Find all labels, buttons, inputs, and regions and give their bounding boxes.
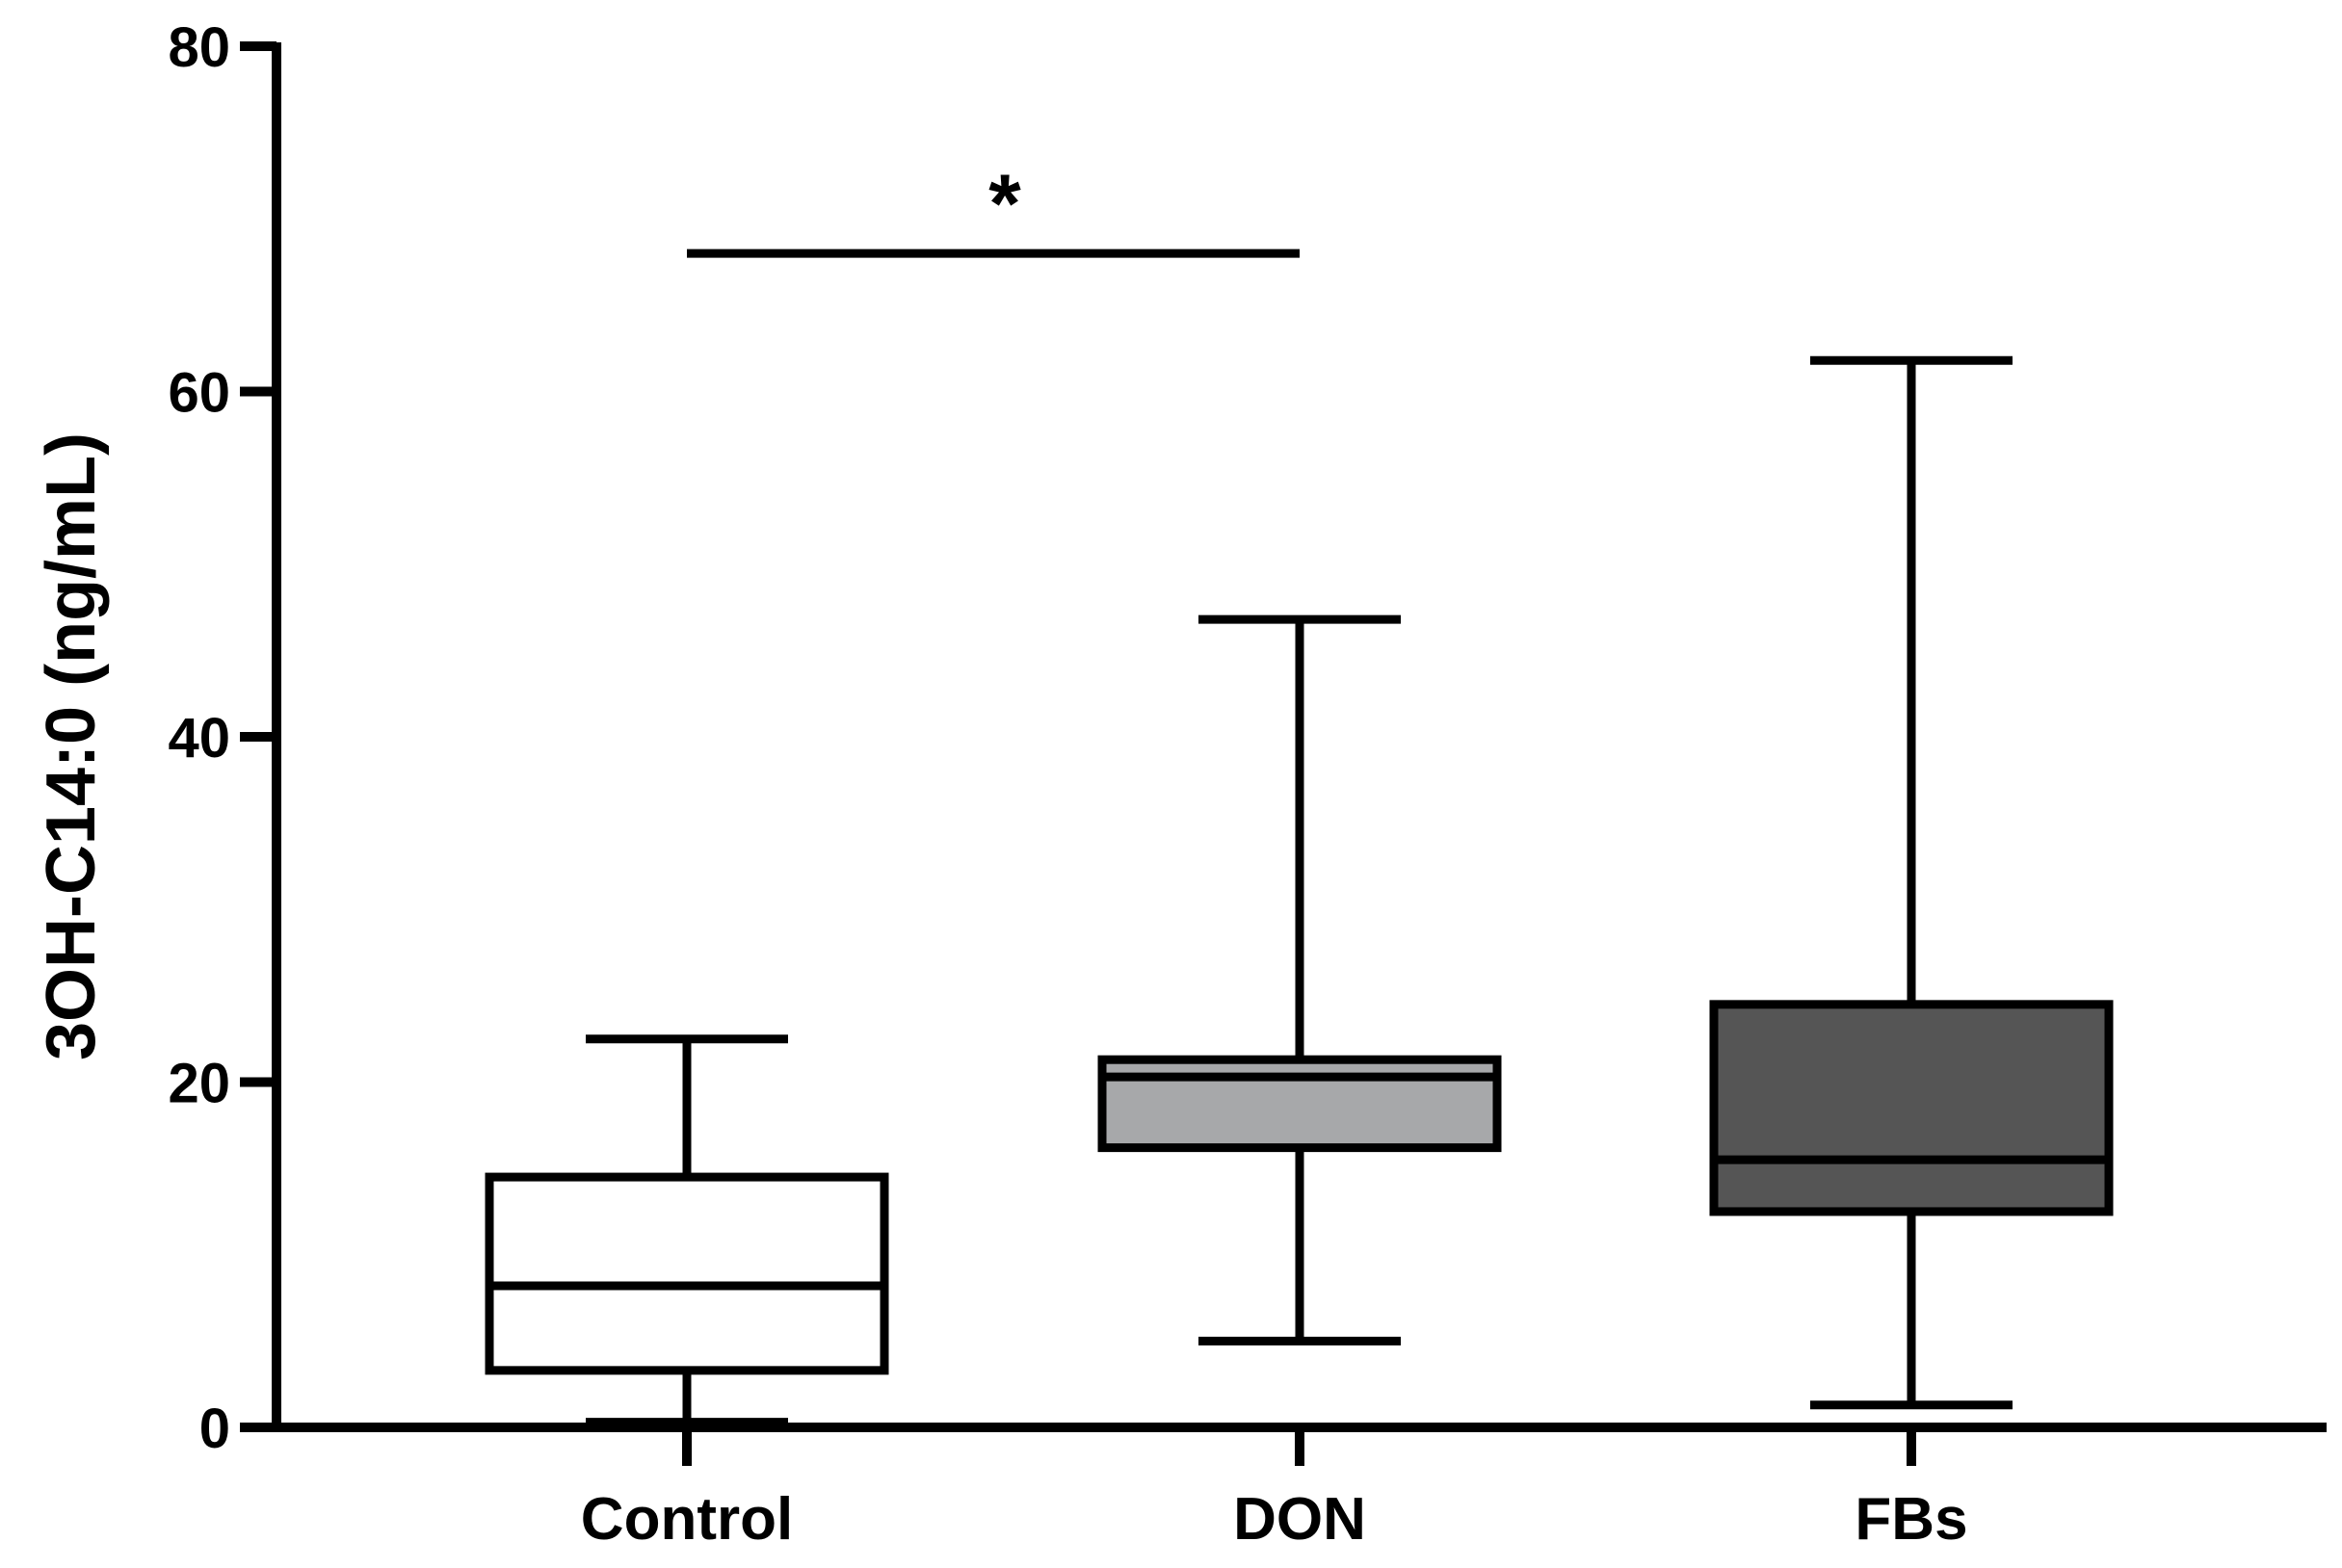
y-axis: 0 20 40 60 80 — [168, 16, 281, 1460]
y-tick-label: 20 — [168, 1053, 230, 1115]
box-control — [485, 1034, 889, 1427]
y-tick-label: 80 — [168, 16, 230, 79]
iqr-box — [485, 1172, 889, 1375]
x-tick-label: DON — [1233, 1486, 1366, 1553]
y-tick-label: 40 — [168, 707, 230, 770]
annotations: * — [687, 158, 1300, 258]
iqr-box — [1709, 1000, 2114, 1216]
y-axis-label: 3OH-C14:0 (ng/mL) — [33, 432, 110, 1060]
x-tick-label: FBs — [1855, 1486, 1967, 1553]
boxes — [485, 355, 2114, 1427]
box-fbs — [1709, 355, 2114, 1410]
y-tick-label: 60 — [168, 362, 230, 425]
box-don — [1097, 614, 1502, 1346]
x-tick-label: Control — [581, 1486, 793, 1553]
significance-label: * — [988, 158, 1021, 250]
y-tick-label: 0 — [199, 1398, 230, 1460]
x-axis: Control DON FBs — [272, 1423, 2327, 1553]
